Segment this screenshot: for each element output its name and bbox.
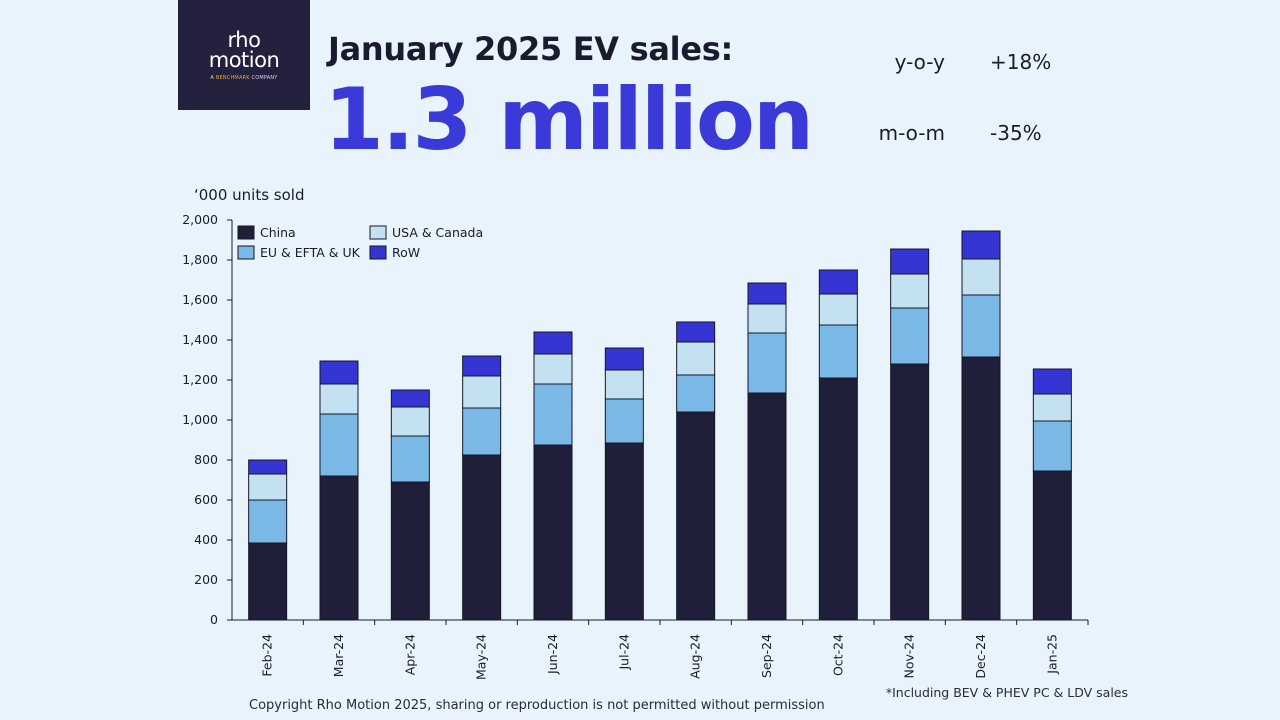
- bar-china-feb-24: [248, 542, 288, 621]
- bar-china-oct-24: [818, 377, 858, 621]
- bar-usa-canada-oct-24: [818, 293, 858, 326]
- x-tick-label-mar-24: Mar-24: [331, 634, 346, 677]
- x-tick-label-aug-24: Aug-24: [688, 634, 703, 679]
- bar-usa-canada-feb-24: [248, 473, 288, 501]
- legend-swatch-eu-efta-uk: [237, 245, 255, 260]
- bar-row-jun-24: [533, 331, 573, 355]
- bar-eu-efta-uk-sep-24: [747, 332, 787, 394]
- logo-tag-prefix: A: [210, 74, 216, 81]
- logo-tag-accent: BENCHMARK: [215, 74, 250, 81]
- yoy-label: y-o-y: [894, 50, 945, 74]
- y-tick-label-1800: 1,800: [182, 252, 218, 267]
- legend-swatch-china: [237, 225, 255, 240]
- x-tick-label-feb-24: Feb-24: [260, 634, 275, 677]
- mom-value: -35%: [990, 121, 1042, 145]
- y-axis-label: ‘000 units sold: [194, 186, 305, 204]
- bar-usa-canada-jun-24: [533, 353, 573, 385]
- bar-china-mar-24: [319, 475, 359, 621]
- legend-label-row: RoW: [392, 245, 420, 260]
- x-tick-label-may-24: May-24: [474, 634, 489, 680]
- copyright-footer: Copyright Rho Motion 2025, sharing or re…: [249, 698, 825, 713]
- y-tick-label-1600: 1,600: [182, 292, 218, 307]
- bar-usa-canada-may-24: [462, 375, 502, 409]
- bar-row-apr-24: [390, 389, 430, 408]
- bar-usa-canada-mar-24: [319, 383, 359, 415]
- bar-row-dec-24: [961, 230, 1001, 260]
- y-tick-label-1400: 1,400: [182, 332, 218, 347]
- legend-swatch-usa-canada: [369, 225, 387, 240]
- y-tick-label-800: 800: [194, 452, 218, 467]
- logo-brand-text: rho motion: [208, 27, 280, 72]
- bar-usa-canada-sep-24: [747, 303, 787, 334]
- x-tick-label-jul-24: Jul-24: [616, 634, 631, 671]
- bar-eu-efta-uk-aug-24: [676, 374, 716, 413]
- bar-eu-efta-uk-nov-24: [890, 307, 930, 365]
- yoy-value: +18%: [990, 50, 1052, 74]
- bar-row-oct-24: [818, 269, 858, 295]
- bar-usa-canada-jan-25: [1032, 393, 1072, 422]
- bar-row-mar-24: [319, 360, 359, 385]
- bar-eu-efta-uk-dec-24: [961, 294, 1001, 358]
- big-number: 1.3 million: [324, 70, 814, 170]
- x-tick-label-oct-24: Oct-24: [830, 634, 845, 676]
- bar-china-may-24: [462, 454, 502, 621]
- bar-eu-efta-uk-may-24: [462, 407, 502, 456]
- bar-eu-efta-uk-jul-24: [604, 398, 644, 444]
- bar-eu-efta-uk-oct-24: [818, 324, 858, 379]
- bar-row-jul-24: [604, 347, 644, 371]
- bar-row-sep-24: [747, 282, 787, 305]
- bar-eu-efta-uk-feb-24: [248, 499, 288, 544]
- bar-eu-efta-uk-mar-24: [319, 413, 359, 477]
- x-tick-label-dec-24: Dec-24: [973, 634, 988, 679]
- bar-china-dec-24: [961, 356, 1001, 621]
- bar-row-feb-24: [248, 459, 288, 475]
- x-tick-label-jun-24: Jun-24: [545, 634, 560, 675]
- bar-usa-canada-nov-24: [890, 273, 930, 309]
- y-tick-label-2000: 2,000: [182, 212, 218, 227]
- legend-swatch-row: [369, 245, 387, 260]
- headline: January 2025 EV sales:: [328, 30, 733, 68]
- bar-china-apr-24: [390, 481, 430, 621]
- bar-row-jan-25: [1032, 368, 1072, 395]
- logo-tag-suffix: COMPANY: [249, 74, 278, 81]
- bar-china-jan-25: [1032, 470, 1072, 621]
- bar-usa-canada-aug-24: [676, 341, 716, 376]
- bar-eu-efta-uk-jan-25: [1032, 420, 1072, 472]
- footnote: *Including BEV & PHEV PC & LDV sales: [885, 685, 1128, 700]
- y-tick-label-0: 0: [210, 612, 218, 627]
- bar-china-jul-24: [604, 442, 644, 621]
- bar-row-aug-24: [676, 321, 716, 343]
- bar-eu-efta-uk-apr-24: [390, 435, 430, 483]
- bar-china-aug-24: [676, 411, 716, 621]
- legend-label-usa-canada: USA & Canada: [392, 225, 483, 240]
- mom-label: m-o-m: [878, 121, 945, 145]
- x-tick-label-sep-24: Sep-24: [759, 634, 774, 678]
- bar-eu-efta-uk-jun-24: [533, 383, 573, 446]
- y-tick-label-1200: 1,200: [182, 372, 218, 387]
- bar-usa-canada-apr-24: [390, 406, 430, 437]
- bar-usa-canada-jul-24: [604, 369, 644, 400]
- logo-tagline: A BENCHMARK COMPANY: [210, 75, 277, 81]
- rho-motion-logo: rho motion A BENCHMARK COMPANY: [178, 0, 310, 110]
- bar-row-may-24: [462, 355, 502, 377]
- bar-china-jun-24: [533, 444, 573, 621]
- y-tick-label-1000: 1,000: [182, 412, 218, 427]
- x-tick-label-apr-24: Apr-24: [402, 634, 417, 675]
- legend-label-china: China: [260, 225, 296, 240]
- x-tick-label-jan-25: Jan-25: [1044, 634, 1059, 675]
- y-tick-label-600: 600: [194, 492, 218, 507]
- y-tick-label-200: 200: [194, 572, 218, 587]
- x-tick-label-nov-24: Nov-24: [902, 634, 917, 679]
- y-tick-label-400: 400: [194, 532, 218, 547]
- bar-china-nov-24: [890, 363, 930, 621]
- bar-china-sep-24: [747, 392, 787, 621]
- bar-usa-canada-dec-24: [961, 258, 1001, 296]
- bar-row-nov-24: [890, 248, 930, 275]
- legend-label-eu-efta-uk: EU & EFTA & UK: [260, 245, 361, 260]
